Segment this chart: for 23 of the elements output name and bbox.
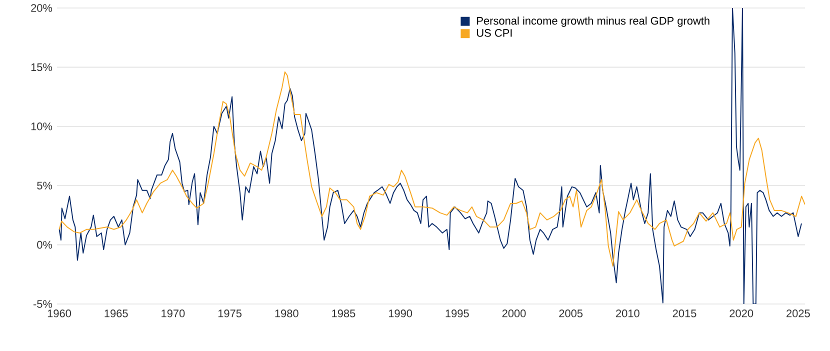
line-series: [58, 8, 802, 304]
x-tick-label: 2010: [616, 310, 640, 318]
x-tick-label: 2005: [559, 310, 583, 318]
y-tick-label: 10%: [31, 122, 52, 130]
x-tick-label: 2015: [672, 310, 696, 318]
x-tick-label: 2025: [786, 310, 810, 318]
x-tick-label: 2000: [502, 310, 526, 318]
x-tick-label: 1965: [104, 310, 128, 318]
x-tick-label: 1990: [388, 310, 412, 318]
x-tick-label: 1960: [48, 310, 72, 318]
y-tick-label: -5%: [33, 300, 52, 308]
legend-label: Personal income growth minus real GDP growth: [477, 16, 710, 27]
x-tick-label: 1970: [162, 310, 185, 318]
x-tick-label: 1985: [332, 310, 356, 318]
x-tick-label: 1980: [275, 310, 298, 318]
x-tick-label: 1975: [218, 310, 242, 318]
y-tick-label: 15%: [31, 63, 52, 72]
legend-label: US CPI: [477, 29, 512, 37]
x-tick-label: 1995: [446, 310, 469, 318]
y-tick-label: 0%: [37, 240, 52, 249]
y-tick-label: 5%: [37, 182, 52, 190]
y-tick-label: 20%: [31, 4, 52, 12]
x-tick-label: 2020: [730, 310, 754, 318]
